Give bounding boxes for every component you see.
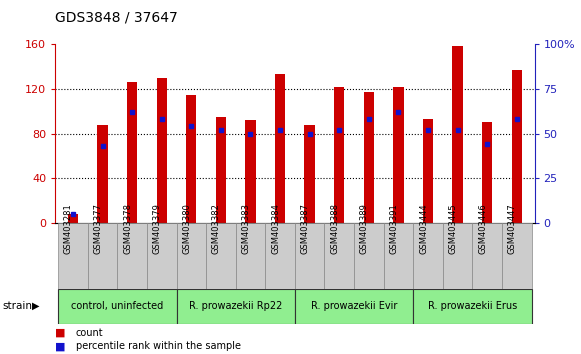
Bar (502, 223, 532, 289)
Text: ▶: ▶ (32, 301, 40, 311)
Bar (147, 223, 177, 289)
Text: GSM403377: GSM403377 (94, 203, 102, 254)
Bar (413, 223, 443, 289)
Text: strain: strain (3, 301, 33, 311)
Bar (88, 223, 117, 289)
Text: GSM403383: GSM403383 (242, 203, 250, 254)
Text: GSM403378: GSM403378 (123, 203, 132, 254)
Bar (295, 223, 324, 289)
Bar (186, 95, 196, 223)
Text: GSM403391: GSM403391 (389, 203, 399, 253)
Text: percentile rank within the sample: percentile rank within the sample (76, 341, 241, 351)
Bar (275, 74, 285, 223)
Bar (266, 223, 295, 289)
Text: GSM403382: GSM403382 (212, 203, 221, 254)
Bar (304, 125, 315, 223)
Bar (216, 117, 226, 223)
Bar (453, 46, 463, 223)
Text: count: count (76, 328, 103, 338)
Text: control, uninfected: control, uninfected (71, 301, 163, 311)
Text: R. prowazekii Erus: R. prowazekii Erus (428, 301, 517, 311)
Text: R. prowazekii Evir: R. prowazekii Evir (311, 301, 397, 311)
Bar (324, 223, 354, 289)
Text: GSM403380: GSM403380 (182, 203, 191, 254)
Text: GSM403444: GSM403444 (419, 203, 428, 253)
Text: GSM403387: GSM403387 (300, 203, 310, 254)
Text: ■: ■ (55, 328, 66, 338)
Bar (236, 223, 266, 289)
Bar (68, 214, 78, 223)
Bar (383, 223, 413, 289)
Bar (423, 119, 433, 223)
Text: GSM403388: GSM403388 (330, 203, 339, 254)
Bar (117, 223, 147, 289)
Bar (354, 223, 383, 289)
Bar (58, 289, 177, 324)
Bar (98, 125, 107, 223)
Bar (393, 87, 404, 223)
Bar (177, 289, 295, 324)
Bar (156, 78, 167, 223)
Bar (334, 87, 345, 223)
Text: GSM403384: GSM403384 (271, 203, 280, 254)
Bar (177, 223, 206, 289)
Text: GDS3848 / 37647: GDS3848 / 37647 (55, 11, 178, 25)
Bar (206, 223, 236, 289)
Bar (364, 92, 374, 223)
Text: GSM403447: GSM403447 (508, 203, 517, 253)
Text: GSM403445: GSM403445 (449, 203, 458, 253)
Bar (295, 289, 413, 324)
Text: ■: ■ (55, 341, 66, 351)
Text: GSM403379: GSM403379 (153, 203, 162, 254)
Text: R. prowazekii Rp22: R. prowazekii Rp22 (189, 301, 282, 311)
Bar (245, 120, 256, 223)
Text: GSM403281: GSM403281 (64, 203, 73, 253)
Bar (512, 70, 522, 223)
Bar (482, 122, 492, 223)
Bar (58, 223, 88, 289)
Text: GSM403389: GSM403389 (360, 203, 369, 254)
Bar (127, 82, 137, 223)
Text: GSM403446: GSM403446 (478, 203, 487, 253)
Bar (443, 223, 472, 289)
Bar (413, 289, 532, 324)
Bar (472, 223, 502, 289)
